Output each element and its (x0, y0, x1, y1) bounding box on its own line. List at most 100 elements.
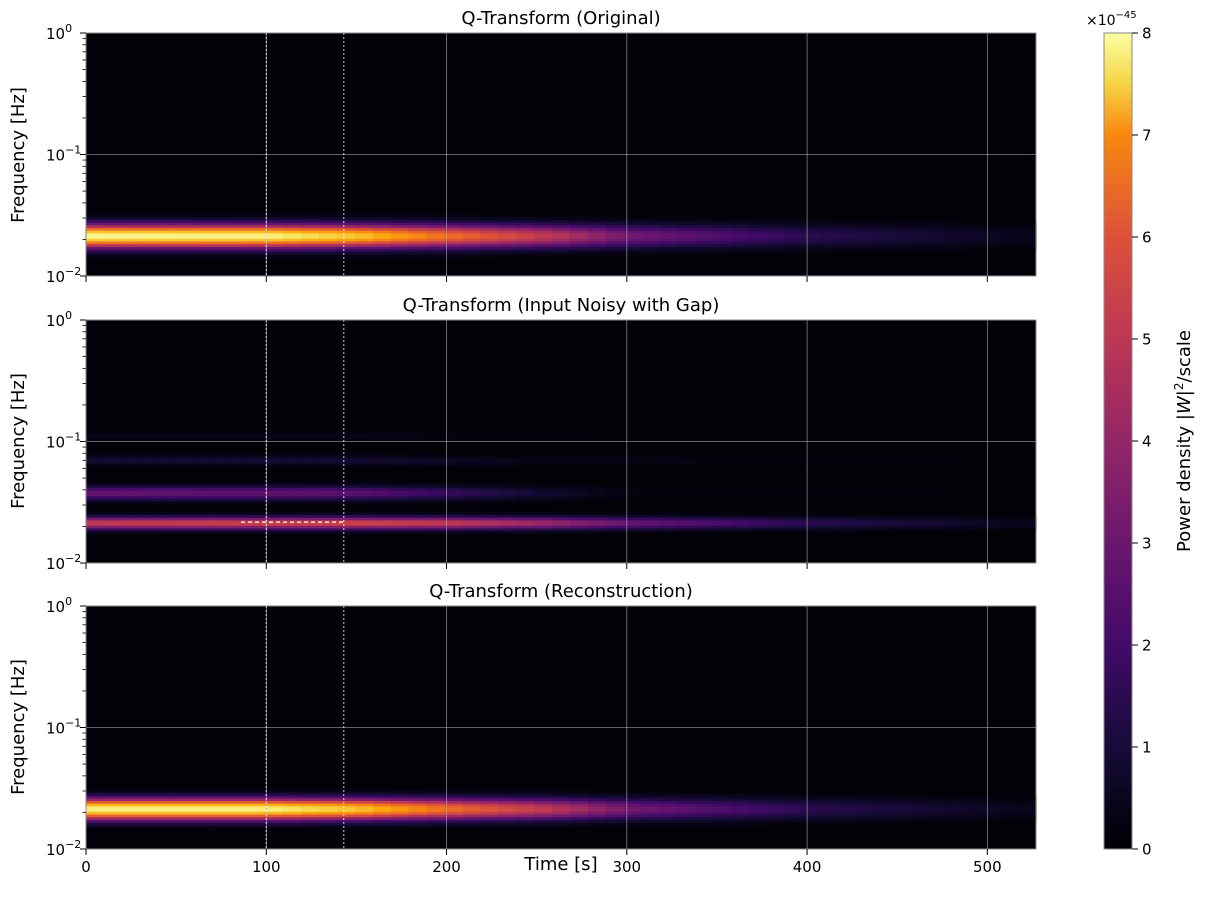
heatmap-cell (390, 511, 410, 515)
heatmap-cell (820, 819, 840, 823)
heatmap-cell (229, 487, 248, 491)
heatmap-cell (319, 824, 338, 828)
heatmap-cell (157, 436, 177, 440)
heatmap-cell (910, 822, 930, 826)
heatmap-cell (265, 438, 284, 443)
heatmap-cell (677, 243, 697, 247)
heatmap-cell (767, 224, 786, 228)
heatmap-cell (283, 827, 302, 831)
heatmap-cell (139, 800, 159, 804)
heatmap-cell (193, 519, 213, 524)
heatmap-cell (677, 492, 697, 497)
heatmap-cell (193, 522, 213, 526)
heatmap-cell (964, 246, 983, 250)
heatmap-cell (139, 484, 159, 488)
heatmap-cell (659, 813, 679, 818)
heatmap-cell (336, 257, 356, 261)
heatmap-cell (838, 457, 858, 461)
heatmap-cell (372, 243, 392, 247)
heatmap-cell (354, 257, 374, 261)
heatmap-cell (838, 800, 858, 804)
heatmap-cell (534, 822, 553, 826)
heatmap-cell (444, 527, 464, 532)
heatmap-cell (874, 460, 894, 464)
heatmap-cell (623, 527, 643, 532)
heatmap-cell (86, 522, 105, 526)
heatmap-cell (659, 808, 679, 812)
heatmap-cell (86, 822, 105, 826)
heatmap-cell (265, 819, 284, 823)
heatmap-cell (802, 530, 822, 534)
heatmap-cell (516, 525, 535, 529)
heatmap-cell (767, 522, 786, 526)
heatmap-cell (247, 457, 266, 461)
heatmap-cell (713, 222, 732, 226)
heatmap-cell (605, 792, 625, 796)
heatmap-cell (444, 827, 464, 831)
heatmap-cell (462, 800, 481, 804)
heatmap-cell (229, 797, 248, 801)
heatmap-cell (283, 254, 302, 258)
y-tick-label: 100 (46, 595, 72, 616)
heatmap-cell (623, 522, 643, 526)
heatmap-cell (121, 503, 141, 507)
heatmap-cell (175, 213, 195, 218)
heatmap-cell (301, 495, 320, 499)
heatmap-cell (390, 811, 410, 815)
heatmap-cell (390, 797, 410, 801)
heatmap-cell (283, 487, 302, 491)
heatmap-cell (372, 238, 392, 242)
heatmap-cell (569, 824, 589, 828)
heatmap-cell (372, 819, 392, 823)
heatmap-cell (121, 822, 141, 826)
heatmap-cell (283, 795, 302, 799)
heatmap-cell (534, 254, 553, 258)
heatmap-cell (910, 232, 930, 237)
heatmap-cell (928, 800, 947, 804)
heatmap-cell (265, 816, 284, 820)
heatmap-cell (103, 490, 123, 494)
heatmap-cell (247, 816, 266, 820)
heatmap-cell (211, 490, 230, 494)
heatmap-cell (444, 797, 464, 801)
heatmap-cell (462, 246, 481, 250)
heatmap-cell (498, 492, 517, 497)
heatmap-cell (767, 525, 786, 529)
heatmap-cell (587, 495, 607, 499)
heatmap-cell (103, 811, 123, 815)
heatmap-cell (265, 808, 284, 812)
heatmap-cell (516, 490, 535, 494)
heatmap-cell (390, 803, 410, 807)
heatmap-cell (480, 816, 499, 820)
heatmap-cell (677, 797, 697, 801)
heatmap-cell (283, 511, 302, 515)
heatmap-cell (139, 786, 159, 791)
heatmap-cell (623, 800, 643, 804)
heatmap-cell (928, 224, 947, 228)
heatmap-cell (713, 519, 732, 524)
heatmap-cell (426, 219, 446, 223)
heatmap-cell (247, 227, 266, 231)
heatmap-cell (516, 495, 535, 499)
heatmap-cell (516, 216, 535, 220)
heatmap-cell (301, 492, 320, 497)
heatmap-cell (516, 455, 535, 459)
heatmap-cell (121, 240, 141, 245)
heatmap-cell (139, 517, 159, 521)
heatmap-cell (408, 500, 428, 505)
heatmap-cell (86, 213, 105, 218)
heatmap-cell (390, 222, 410, 226)
heatmap-cell (820, 490, 840, 494)
heatmap-cell (767, 797, 786, 801)
heatmap-cell (265, 827, 284, 831)
heatmap-cell (641, 522, 661, 526)
heatmap-cell (874, 249, 894, 253)
heatmap-cell (552, 436, 571, 440)
heatmap-cell (444, 805, 464, 810)
heatmap-cell (749, 811, 768, 815)
heatmap-cell (390, 527, 410, 532)
heatmap-cell (910, 525, 930, 529)
y-tick-exponent: 0 (65, 595, 72, 608)
heatmap-cell (641, 457, 661, 461)
heatmap-cell (462, 797, 481, 801)
